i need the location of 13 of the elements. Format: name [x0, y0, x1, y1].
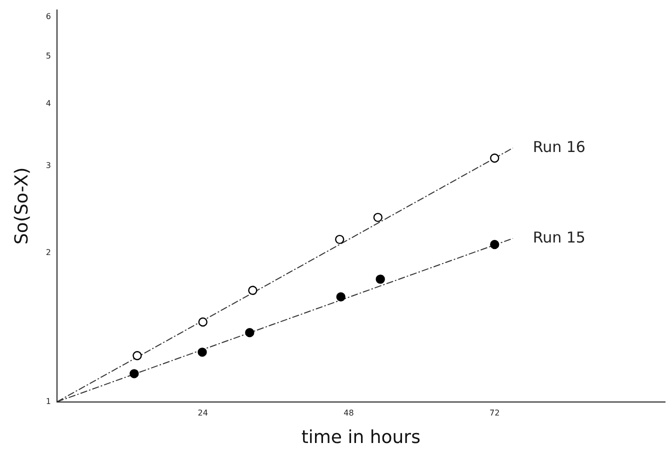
y-tick-label: 1: [46, 396, 51, 406]
series-label: Run 15: [532, 228, 586, 246]
x-axis-title: time in hours: [301, 426, 420, 448]
y-tick-label: 6: [46, 12, 51, 22]
y-tick-label: 2: [46, 248, 51, 258]
y-tick-label: 3: [46, 160, 51, 170]
y-tick-label: 5: [46, 51, 51, 60]
y-tick-label: 4: [46, 99, 51, 108]
x-tick-label: 48: [344, 408, 354, 418]
y-axis-title: So(So-X): [11, 167, 32, 244]
x-tick-label: 72: [490, 408, 500, 418]
x-tick-label: 24: [198, 408, 208, 418]
series-label: Run 16: [532, 138, 586, 156]
